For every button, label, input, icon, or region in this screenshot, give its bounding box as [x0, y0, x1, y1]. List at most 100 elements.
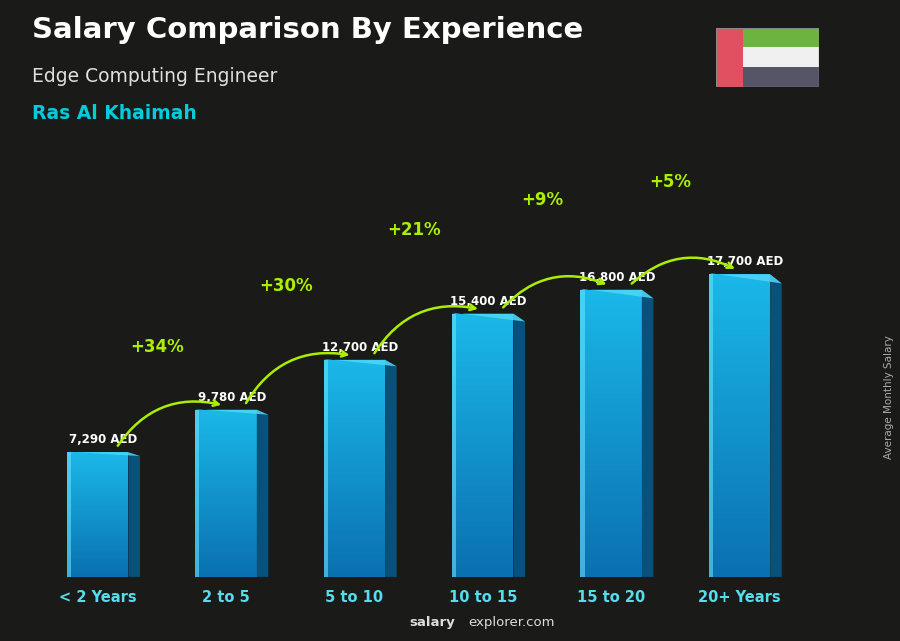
Bar [708, 350, 770, 353]
Bar [323, 462, 385, 464]
Bar [580, 468, 642, 470]
Bar [580, 422, 642, 425]
Bar [452, 553, 514, 556]
Bar [323, 447, 385, 449]
Bar [323, 360, 328, 577]
Bar [67, 565, 129, 567]
Bar [67, 543, 129, 544]
Bar [452, 451, 514, 453]
Bar [323, 538, 385, 540]
Text: 17,700 AED: 17,700 AED [707, 255, 783, 269]
Bar [708, 280, 770, 283]
Bar [580, 565, 642, 569]
Bar [452, 322, 514, 324]
Bar [323, 531, 385, 533]
Bar [67, 545, 129, 547]
Bar [323, 390, 385, 392]
Bar [195, 560, 256, 562]
Bar [67, 488, 129, 490]
Bar [67, 522, 129, 523]
Bar [580, 525, 642, 528]
Bar [195, 478, 256, 480]
Bar [580, 321, 642, 324]
Bar [67, 511, 129, 512]
Bar [195, 517, 256, 519]
Text: +9%: +9% [521, 192, 563, 210]
Bar [323, 542, 385, 544]
Bar [708, 492, 770, 495]
Bar [195, 415, 256, 417]
Bar [580, 442, 642, 445]
Bar [67, 453, 71, 577]
Bar [580, 459, 642, 462]
Bar [323, 405, 385, 408]
Bar [323, 425, 385, 427]
Bar [323, 501, 385, 503]
Bar [452, 561, 514, 563]
Bar [708, 498, 770, 501]
Bar [580, 569, 642, 571]
Bar [323, 499, 385, 501]
Bar [67, 463, 129, 465]
Bar [580, 344, 642, 347]
Bar [452, 387, 514, 390]
Bar [452, 366, 514, 369]
Bar [708, 408, 770, 410]
Bar [580, 485, 642, 488]
Bar [67, 461, 129, 462]
Bar [708, 526, 770, 528]
Bar [323, 470, 385, 472]
Bar [452, 413, 514, 416]
Bar [195, 410, 200, 577]
Text: Edge Computing Engineer: Edge Computing Engineer [32, 67, 277, 87]
Bar [708, 438, 770, 441]
Bar [580, 433, 642, 436]
Bar [195, 413, 256, 415]
Bar [452, 572, 514, 574]
Bar [323, 549, 385, 551]
Bar [195, 412, 256, 413]
Bar [580, 290, 642, 292]
Bar [580, 290, 585, 577]
Bar [452, 448, 514, 451]
Bar [67, 479, 129, 481]
Bar [67, 537, 129, 538]
Bar [323, 429, 385, 431]
Bar [323, 536, 385, 538]
Bar [452, 551, 514, 553]
Bar [708, 371, 770, 374]
Bar [708, 301, 770, 304]
Bar [452, 506, 514, 508]
Bar [708, 387, 770, 389]
Bar [323, 558, 385, 560]
Bar [580, 356, 642, 359]
Bar [708, 299, 770, 301]
Bar [195, 555, 256, 557]
Bar [195, 468, 256, 470]
Bar [452, 574, 514, 577]
Bar [580, 347, 642, 350]
Bar [195, 445, 256, 447]
Bar [452, 479, 514, 482]
Bar [580, 453, 642, 456]
Bar [708, 278, 770, 280]
Bar [195, 438, 256, 440]
Bar [323, 375, 385, 377]
Bar [708, 326, 770, 329]
Bar [580, 336, 642, 338]
Bar [195, 522, 256, 524]
Bar [580, 522, 642, 525]
Bar [323, 379, 385, 381]
Bar [195, 503, 256, 505]
Bar [195, 463, 256, 465]
Bar [323, 555, 385, 558]
Bar [195, 487, 256, 488]
Polygon shape [580, 289, 653, 298]
Bar [195, 552, 256, 553]
Bar [323, 527, 385, 529]
Bar [195, 481, 256, 483]
Bar [580, 387, 642, 390]
Bar [67, 532, 129, 533]
Bar [67, 567, 129, 568]
Bar [580, 428, 642, 431]
